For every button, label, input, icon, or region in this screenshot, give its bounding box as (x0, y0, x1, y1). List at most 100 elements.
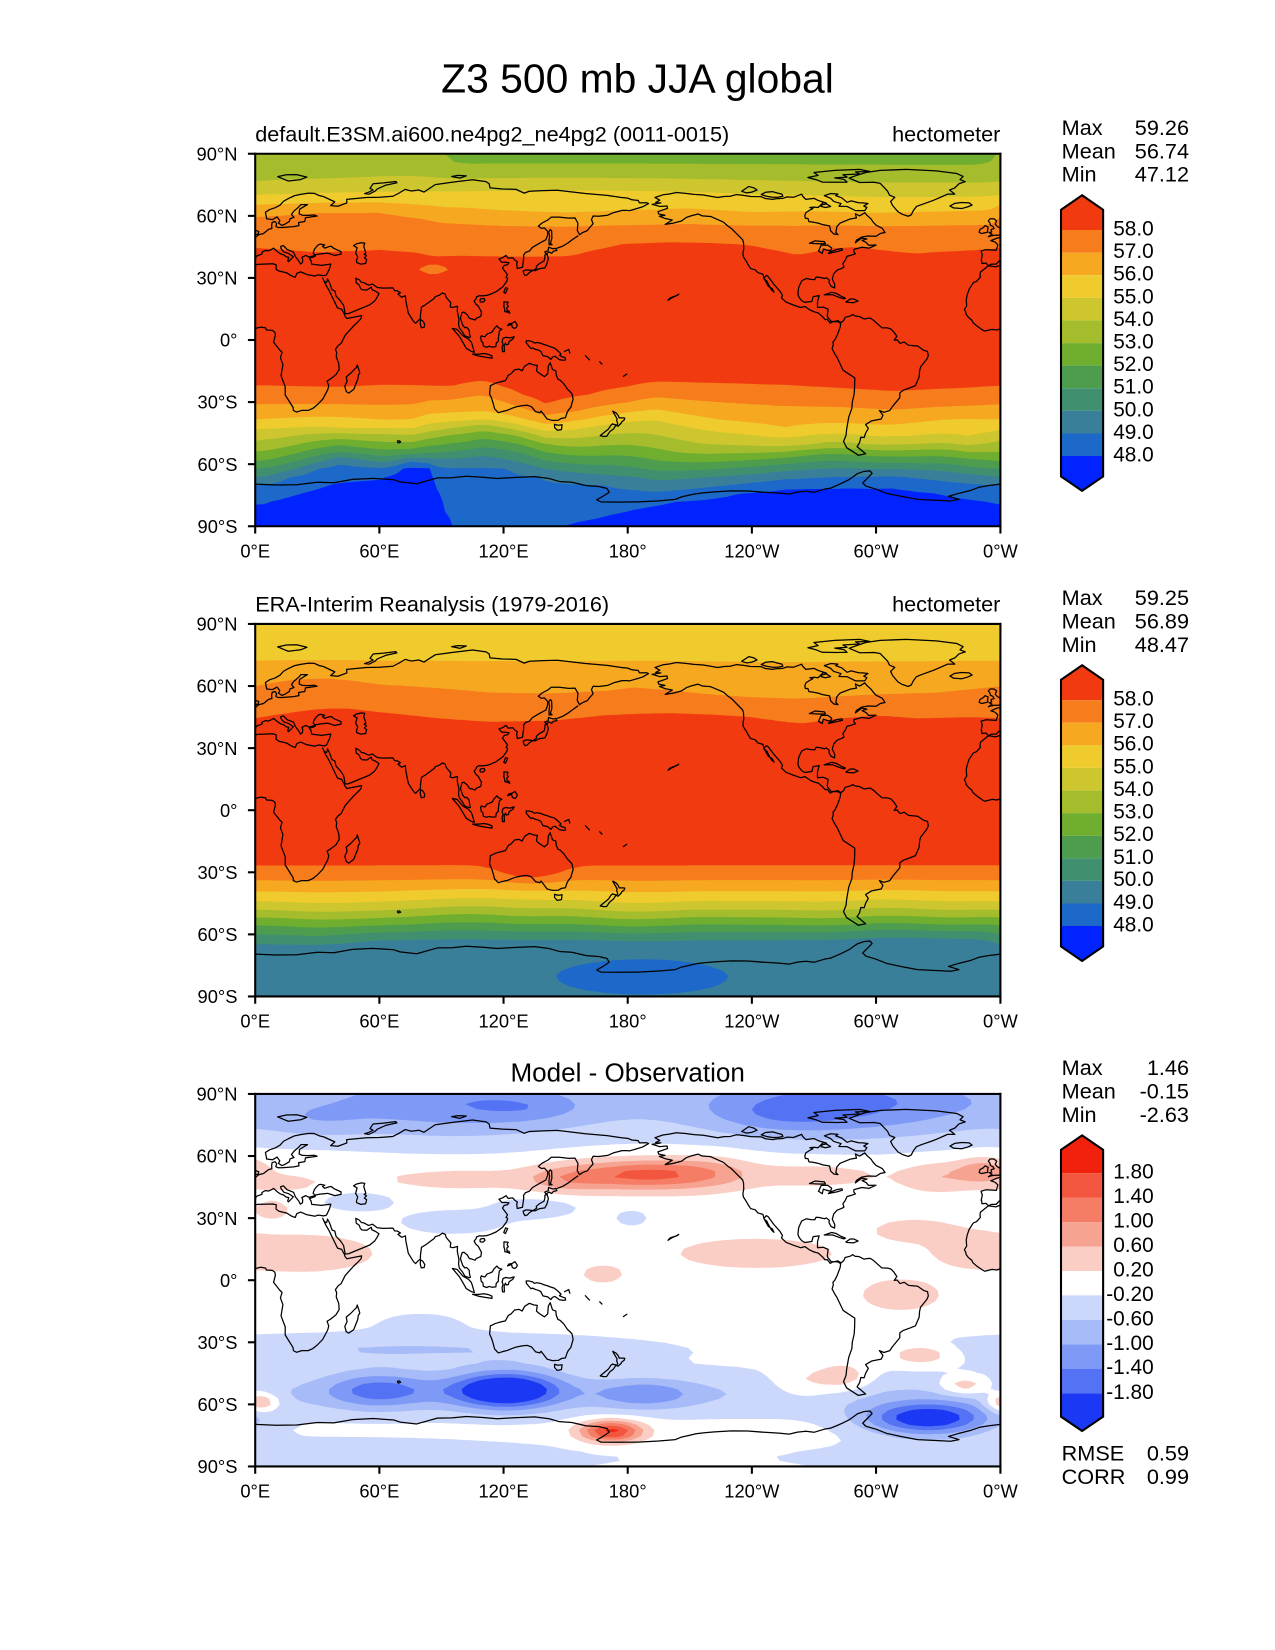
svg-text:0.99: 0.99 (1147, 1464, 1189, 1489)
svg-text:59.26: 59.26 (1135, 115, 1189, 140)
svg-text:0.60: 0.60 (1113, 1234, 1154, 1257)
svg-text:60°N: 60°N (197, 206, 238, 227)
svg-text:51.0: 51.0 (1113, 846, 1154, 869)
svg-text:60°W: 60°W (854, 1480, 900, 1501)
svg-text:180°: 180° (609, 540, 647, 561)
svg-text:60°E: 60°E (359, 1480, 399, 1501)
svg-text:60°E: 60°E (359, 540, 399, 561)
svg-text:60°E: 60°E (359, 1011, 399, 1032)
svg-text:54.0: 54.0 (1113, 308, 1154, 331)
svg-text:50.0: 50.0 (1113, 868, 1154, 891)
svg-text:54.0: 54.0 (1113, 778, 1154, 801)
svg-text:49.0: 49.0 (1113, 421, 1154, 444)
svg-text:48.0: 48.0 (1113, 913, 1154, 936)
svg-text:-1.40: -1.40 (1106, 1356, 1153, 1379)
svg-text:RMSE: RMSE (1062, 1440, 1125, 1465)
svg-text:Min: Min (1062, 632, 1097, 657)
svg-text:55.0: 55.0 (1113, 285, 1154, 308)
svg-text:120°W: 120°W (724, 1480, 780, 1501)
svg-text:90°S: 90°S (198, 516, 238, 537)
svg-text:30°N: 30°N (197, 738, 238, 759)
svg-text:0°: 0° (220, 330, 238, 351)
svg-text:57.0: 57.0 (1113, 710, 1154, 733)
svg-text:50.0: 50.0 (1113, 398, 1154, 421)
svg-text:hectometer: hectometer (892, 591, 1000, 616)
svg-text:Max: Max (1062, 585, 1103, 610)
svg-text:1.40: 1.40 (1113, 1185, 1154, 1208)
svg-text:0°: 0° (220, 1270, 238, 1291)
svg-text:90°N: 90°N (197, 1084, 238, 1105)
svg-text:60°S: 60°S (198, 1394, 238, 1415)
svg-text:-2.63: -2.63 (1140, 1102, 1189, 1127)
svg-text:0.20: 0.20 (1113, 1258, 1154, 1281)
svg-text:60°W: 60°W (854, 540, 900, 561)
svg-text:30°S: 30°S (198, 1332, 238, 1353)
svg-text:58.0: 58.0 (1113, 688, 1154, 711)
svg-text:52.0: 52.0 (1113, 823, 1154, 846)
svg-text:53.0: 53.0 (1113, 801, 1154, 824)
svg-text:90°S: 90°S (198, 1456, 238, 1477)
svg-text:1.00: 1.00 (1113, 1210, 1154, 1233)
svg-text:56.0: 56.0 (1113, 263, 1154, 286)
svg-text:60°W: 60°W (854, 1011, 900, 1032)
svg-text:60°N: 60°N (197, 676, 238, 697)
svg-text:1.46: 1.46 (1147, 1055, 1189, 1080)
svg-text:56.89: 56.89 (1135, 608, 1189, 633)
svg-text:48.47: 48.47 (1135, 632, 1189, 657)
svg-text:0°W: 0°W (983, 1011, 1019, 1032)
svg-text:30°S: 30°S (198, 862, 238, 883)
svg-text:Mean: Mean (1062, 608, 1116, 633)
svg-text:0°: 0° (220, 800, 238, 821)
svg-text:90°N: 90°N (197, 613, 238, 634)
svg-text:-1.00: -1.00 (1106, 1332, 1153, 1355)
svg-text:120°W: 120°W (724, 1011, 780, 1032)
svg-text:Mean: Mean (1062, 1079, 1116, 1104)
svg-text:51.0: 51.0 (1113, 376, 1154, 399)
svg-text:59.25: 59.25 (1135, 585, 1189, 610)
svg-text:60°N: 60°N (197, 1146, 238, 1167)
svg-text:30°N: 30°N (197, 1208, 238, 1229)
svg-text:ERA-Interim Reanalysis (1979-2: ERA-Interim Reanalysis (1979-2016) (255, 591, 609, 616)
svg-text:0°W: 0°W (983, 540, 1019, 561)
svg-text:-0.20: -0.20 (1106, 1283, 1153, 1306)
svg-text:57.0: 57.0 (1113, 240, 1154, 263)
svg-text:90°N: 90°N (197, 143, 238, 164)
svg-text:53.0: 53.0 (1113, 330, 1154, 353)
svg-text:120°E: 120°E (478, 1011, 528, 1032)
svg-text:120°E: 120°E (478, 540, 528, 561)
svg-text:30°S: 30°S (198, 392, 238, 413)
svg-text:Min: Min (1062, 1102, 1097, 1127)
svg-text:Model - Observation: Model - Observation (511, 1057, 745, 1087)
svg-text:Min: Min (1062, 162, 1097, 187)
svg-text:default.E3SM.ai600.ne4pg2_ne4p: default.E3SM.ai600.ne4pg2_ne4pg2 (0011-0… (255, 121, 729, 146)
svg-text:49.0: 49.0 (1113, 891, 1154, 914)
svg-text:0°E: 0°E (240, 540, 270, 561)
svg-text:CORR: CORR (1062, 1464, 1126, 1489)
svg-text:47.12: 47.12 (1135, 162, 1189, 187)
svg-text:56.74: 56.74 (1135, 138, 1189, 163)
svg-text:90°S: 90°S (198, 986, 238, 1007)
svg-text:48.0: 48.0 (1113, 443, 1154, 466)
svg-text:58.0: 58.0 (1113, 217, 1154, 240)
svg-text:180°: 180° (609, 1011, 647, 1032)
svg-text:180°: 180° (609, 1480, 647, 1501)
svg-text:1.80: 1.80 (1113, 1161, 1154, 1184)
svg-text:30°N: 30°N (197, 268, 238, 289)
svg-text:Max: Max (1062, 1055, 1103, 1080)
svg-text:-0.60: -0.60 (1106, 1307, 1153, 1330)
svg-text:56.0: 56.0 (1113, 733, 1154, 756)
svg-text:120°E: 120°E (478, 1480, 528, 1501)
svg-text:-0.15: -0.15 (1140, 1079, 1189, 1104)
svg-text:55.0: 55.0 (1113, 755, 1154, 778)
svg-text:0°E: 0°E (240, 1480, 270, 1501)
svg-text:0°E: 0°E (240, 1011, 270, 1032)
svg-text:120°W: 120°W (724, 540, 780, 561)
svg-text:Z3 500 mb JJA global: Z3 500 mb JJA global (441, 56, 834, 102)
svg-text:60°S: 60°S (198, 924, 238, 945)
svg-text:Max: Max (1062, 115, 1103, 140)
svg-text:Mean: Mean (1062, 138, 1116, 163)
svg-text:60°S: 60°S (198, 454, 238, 475)
svg-text:52.0: 52.0 (1113, 353, 1154, 376)
svg-text:0°W: 0°W (983, 1480, 1019, 1501)
svg-text:0.59: 0.59 (1147, 1440, 1189, 1465)
